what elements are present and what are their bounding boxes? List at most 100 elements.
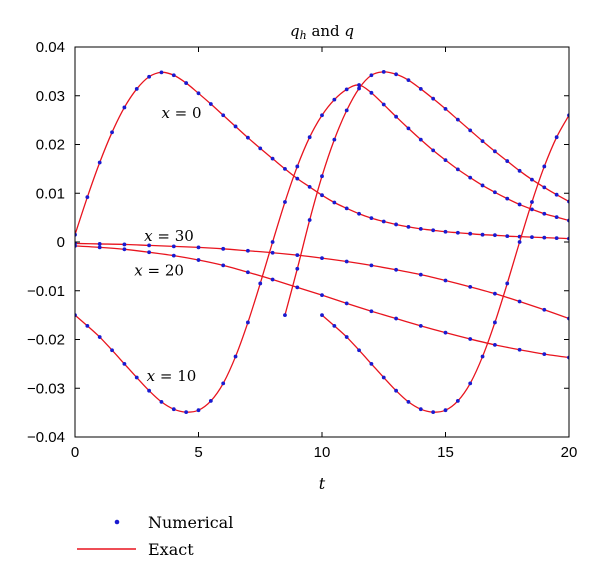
series-1 (283, 69, 569, 318)
numerical-point-4-1 (97, 245, 102, 250)
numerical-point-0-14 (246, 135, 250, 140)
numerical-point-4-12 (369, 309, 374, 314)
numerical-point-3-10 (443, 408, 448, 413)
numerical-point-2-28 (418, 137, 423, 142)
numerical-point-1-19 (517, 168, 522, 173)
numerical-point-1-14 (455, 117, 460, 122)
numerical-point-0-3 (110, 130, 114, 135)
numerical-point-0-12 (221, 113, 226, 118)
numerical-point-0-11 (208, 102, 213, 106)
numerical-point-4-11 (344, 301, 349, 306)
exact-line-5 (75, 242, 569, 320)
numerical-point-2-6 (147, 388, 152, 393)
numerical-point-5-18 (517, 299, 522, 304)
numerical-point-3-17 (530, 200, 534, 204)
numerical-point-0-34 (493, 233, 497, 238)
numerical-point-0-26 (394, 222, 398, 227)
numerical-point-4-3 (147, 250, 152, 255)
series-0 (75, 70, 569, 241)
numerical-point-3-6 (394, 388, 398, 393)
numerical-point-0-5 (134, 87, 139, 91)
title-and: and (307, 22, 345, 40)
numerical-point-4-8 (270, 277, 275, 282)
numerical-point-1-6 (357, 86, 361, 91)
numerical-point-2-38 (542, 211, 547, 216)
y-tick-label-0: 0.04 (36, 39, 65, 56)
numerical-point-0-16 (270, 156, 275, 161)
numerical-point-2-4 (122, 361, 127, 366)
numerical-point-0-4 (122, 105, 127, 110)
curve-label-eq-0: = 0 (170, 104, 202, 122)
numerical-point-1-16 (480, 139, 485, 143)
numerical-point-1-8 (381, 69, 386, 74)
series-2 (75, 83, 569, 415)
numerical-point-1-5 (344, 108, 349, 113)
numerical-point-2-22 (344, 87, 349, 92)
numerical-point-0-13 (233, 124, 238, 129)
numerical-point-5-7 (246, 248, 250, 253)
numerical-point-1-20 (530, 177, 534, 182)
numerical-point-5-12 (369, 263, 374, 268)
numerical-point-3-14 (493, 320, 497, 325)
numerical-point-0-32 (468, 231, 473, 236)
numerical-point-2-1 (85, 323, 90, 328)
title-q: q (290, 22, 300, 40)
numerical-point-4-9 (295, 285, 300, 290)
axes: 0 5 10 15 20 0.04 0.03 0.02 0.01 0 −0.01 −0.02 −0.03… (27, 39, 577, 461)
numerical-point-1-13 (443, 107, 448, 111)
numerical-point-3-4 (369, 361, 374, 366)
y-tick-label-5: −0.01 (27, 283, 65, 300)
numerical-point-1-15 (468, 128, 473, 133)
numerical-point-0-10 (196, 91, 201, 96)
numerical-point-3-18 (542, 164, 547, 169)
numerical-point-2-9 (184, 410, 189, 415)
numerical-point-1-4 (332, 137, 337, 142)
numerical-point-2-2 (97, 335, 102, 339)
numerical-point-5-9 (295, 253, 300, 258)
curve-label-2: x = 20 (134, 261, 184, 279)
numerical-point-2-7 (159, 400, 164, 404)
numerical-point-4-6 (221, 263, 226, 268)
numerical-point-2-8 (171, 407, 176, 412)
numerical-point-2-33 (480, 183, 485, 188)
x-tick-label-3: 15 (437, 444, 454, 461)
numerical-point-2-23 (357, 83, 361, 87)
numerical-point-0-37 (530, 235, 534, 240)
numerical-point-5-13 (394, 267, 398, 272)
numerical-point-3-19 (554, 135, 559, 140)
numerical-point-2-32 (468, 175, 473, 180)
numerical-point-4-10 (320, 293, 324, 298)
numerical-point-4-15 (443, 330, 448, 335)
legend-numerical-label: Numerical (148, 513, 233, 532)
title-sub: h (300, 29, 307, 42)
numerical-point-1-21 (542, 185, 547, 190)
numerical-point-2-34 (493, 190, 497, 195)
numerical-point-4-13 (394, 316, 398, 321)
numerical-point-5-10 (320, 256, 324, 260)
numerical-point-2-25 (381, 102, 386, 107)
curve-label-eq-2: = 20 (143, 261, 184, 279)
numerical-point-4-14 (418, 323, 423, 328)
numerical-point-0-2 (97, 160, 102, 165)
numerical-point-0-39 (554, 236, 559, 241)
numerical-point-4-18 (517, 347, 522, 352)
curve-label-var-3: x (147, 367, 156, 385)
numerical-point-0-30 (443, 229, 448, 234)
numerical-point-2-39 (554, 215, 559, 220)
numerical-point-3-0 (320, 313, 324, 318)
numerical-point-5-1 (97, 242, 102, 246)
numerical-point-3-16 (517, 240, 522, 244)
numerical-point-4-4 (171, 253, 176, 258)
numerical-point-0-31 (455, 230, 460, 235)
y-tick-label-8: −0.04 (27, 429, 65, 446)
numerical-point-0-9 (184, 81, 189, 85)
numerical-point-2-12 (221, 381, 226, 386)
numerical-point-5-2 (122, 242, 127, 247)
numerical-point-0-33 (480, 232, 485, 237)
numerical-point-2-36 (517, 202, 522, 207)
numerical-point-1-12 (431, 96, 436, 101)
numerical-point-4-2 (122, 247, 127, 252)
numerical-point-5-19 (542, 307, 547, 312)
x-tick-label-1: 5 (194, 444, 202, 461)
numerical-point-0-27 (406, 224, 411, 229)
